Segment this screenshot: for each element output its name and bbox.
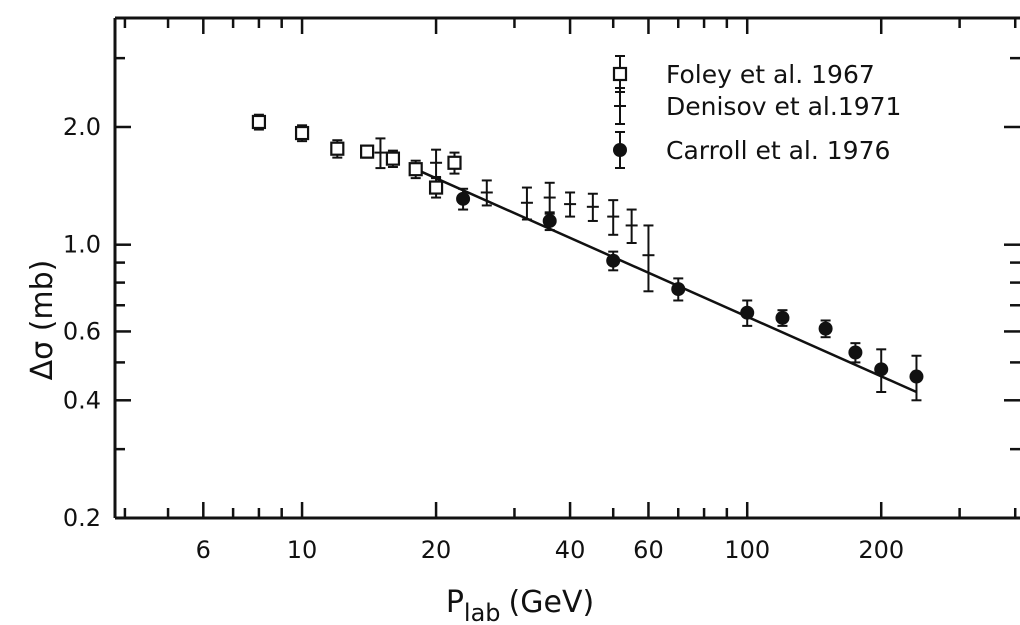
- axis-ticks: 6 10 20 40 60 100 200 0.2 0.4 0.6 1.0 2.0: [63, 18, 1020, 564]
- open-square-marker: [251, 114, 267, 130]
- filled-circle-marker: [818, 321, 833, 336]
- filled-circle-marker: [671, 282, 686, 297]
- filled-circle-marker: [874, 362, 889, 377]
- open-square-marker: [385, 151, 401, 166]
- x-tick-label: 40: [555, 536, 586, 564]
- data-points: [251, 113, 924, 402]
- filled-circle-marker: [456, 191, 471, 206]
- x-axis-title: Plab (GeV): [446, 585, 594, 625]
- filled-circle-marker: [909, 369, 924, 384]
- y-tick-label: 1.0: [63, 231, 101, 259]
- y-tick-label: 2.0: [63, 113, 101, 141]
- filled-circle-marker: [613, 143, 627, 157]
- fit-line-layer: [415, 168, 917, 394]
- filled-circle-marker: [542, 213, 557, 228]
- open-square-marker: [330, 141, 345, 156]
- series-1: [251, 113, 462, 199]
- legend-label: Carroll et al. 1976: [666, 136, 890, 165]
- y-tick-label: 0.4: [63, 386, 101, 414]
- open-square-marker: [360, 144, 375, 159]
- x-axis-title-unit: (GeV): [509, 585, 595, 620]
- x-tick-label: 200: [858, 536, 904, 564]
- plot-frame: [113, 16, 1020, 520]
- open-square-marker: [294, 125, 310, 141]
- series-2: [374, 137, 655, 293]
- y-tick-label: 0.2: [63, 504, 101, 532]
- filled-circle-marker: [740, 305, 755, 320]
- fit-line: [415, 168, 917, 394]
- x-tick-label: 20: [421, 536, 452, 564]
- open-square-marker: [612, 66, 628, 82]
- open-square-marker: [408, 162, 423, 177]
- x-tick-label: 10: [287, 536, 318, 564]
- open-square-marker: [447, 155, 462, 170]
- legend: Foley et al. 1967 Denisov et al.1971 Carro…: [612, 55, 901, 169]
- y-tick-label: 0.6: [63, 317, 101, 345]
- x-tick-label: 100: [724, 536, 770, 564]
- y-axis-title: Δσ (mb): [25, 260, 60, 381]
- open-square-marker: [428, 180, 444, 195]
- x-tick-label: 60: [633, 536, 664, 564]
- filled-circle-marker: [848, 345, 863, 360]
- x-axis-title-main: P: [446, 585, 464, 620]
- x-tick-label: 6: [196, 536, 211, 564]
- legend-label: Denisov et al.1971: [666, 92, 901, 121]
- legend-label: Foley et al. 1967: [666, 60, 875, 89]
- series-3: [456, 187, 924, 402]
- filled-circle-marker: [775, 310, 790, 325]
- x-axis-title-subscript: lab: [464, 599, 501, 625]
- filled-circle-marker: [606, 253, 621, 268]
